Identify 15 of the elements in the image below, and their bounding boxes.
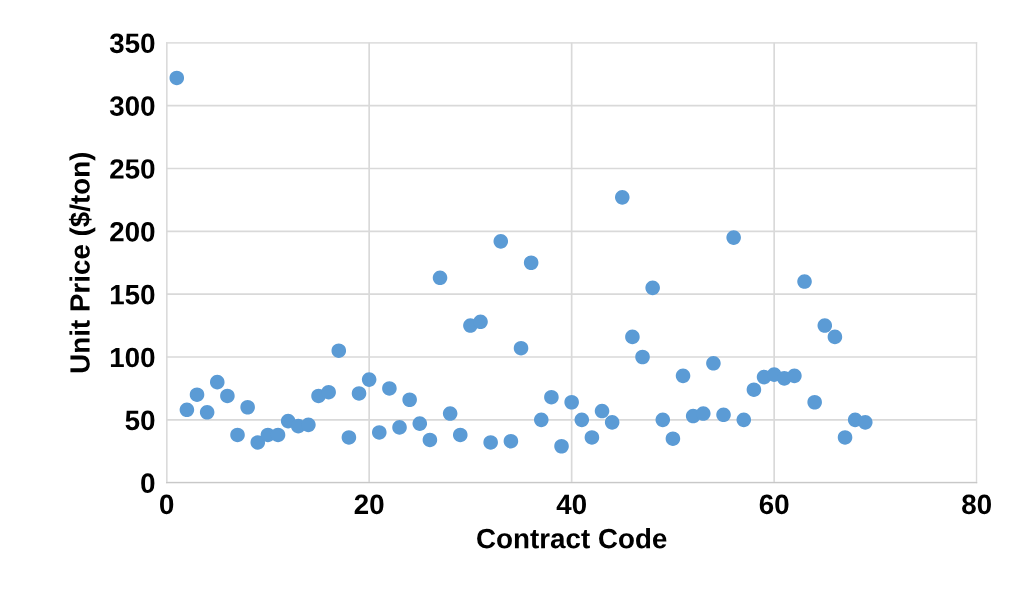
- x-tick-label: 60: [759, 494, 789, 515]
- x-tick-label: 20: [354, 494, 384, 515]
- y-tick-label: 250: [110, 159, 155, 179]
- x-tick-label: 40: [556, 494, 586, 515]
- y-tick-label: 200: [110, 221, 155, 242]
- x-tick-label: 0: [160, 494, 174, 515]
- y-tick-label: 350: [109, 33, 155, 54]
- y-tick-label: 150: [110, 284, 155, 305]
- x-axis-title: Contract Code: [477, 528, 667, 549]
- y-tick-label: 50: [125, 410, 155, 431]
- y-axis-title: Unit Price ($/ton): [68, 152, 96, 373]
- y-tick-label: 0: [141, 473, 155, 494]
- y-tick-label: 300: [109, 96, 155, 116]
- x-tick-label: 80: [962, 494, 991, 515]
- y-tick-label: 100: [110, 347, 155, 368]
